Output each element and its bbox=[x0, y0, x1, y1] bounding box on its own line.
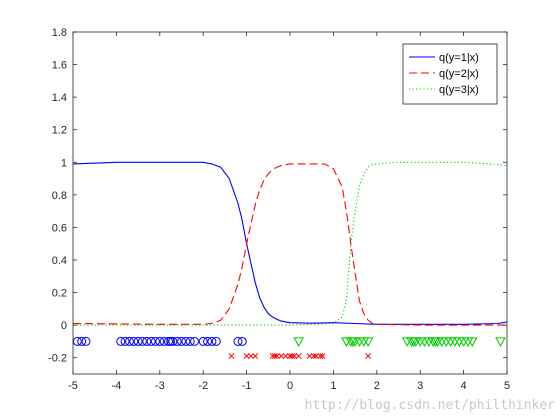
x-point bbox=[317, 353, 324, 360]
circle-point bbox=[129, 336, 139, 346]
x-tick-label: -2 bbox=[198, 380, 208, 392]
x-point bbox=[289, 353, 296, 360]
y-tick-label: 0.2 bbox=[52, 288, 67, 300]
x-point bbox=[247, 353, 254, 360]
circle-point bbox=[177, 336, 186, 346]
x-tick-label: -1 bbox=[242, 380, 252, 392]
y-tick-label: 1.2 bbox=[52, 125, 67, 137]
y-tick-label: 0.6 bbox=[52, 222, 67, 234]
x-tick-label: 4 bbox=[461, 380, 467, 392]
circle-point bbox=[198, 336, 208, 346]
x-point bbox=[252, 353, 259, 360]
series-line-2 bbox=[72, 163, 507, 326]
triangle-point bbox=[293, 337, 305, 347]
x-tick-label: 3 bbox=[417, 380, 423, 392]
x-point bbox=[295, 353, 302, 360]
x-tick-label: 5 bbox=[504, 380, 510, 392]
x-point bbox=[269, 353, 276, 360]
circle-point bbox=[142, 336, 152, 346]
circle-point bbox=[203, 336, 213, 346]
triangle-point bbox=[466, 337, 478, 347]
y-tick-label: 0 bbox=[61, 320, 67, 332]
x-axis: -5 -4 -3 -2 -1 0 1 2 3 4 5 bbox=[68, 32, 510, 392]
watermark: http://blog.csdn.net/philthinker bbox=[305, 398, 556, 413]
circle-point bbox=[116, 336, 126, 346]
y-axis: -0.2 0 0.2 0.4 0.6 0.8 1 1.2 1.4 1.6 1.8 bbox=[48, 27, 507, 365]
circle-point bbox=[237, 336, 247, 346]
circle-point bbox=[166, 336, 176, 346]
circle-point bbox=[77, 336, 87, 346]
series-line-3 bbox=[73, 161, 508, 326]
circle-point bbox=[207, 336, 217, 346]
series-line-1 bbox=[72, 161, 508, 325]
x-point bbox=[278, 353, 285, 360]
circle-point bbox=[168, 336, 178, 346]
x-point bbox=[319, 353, 326, 360]
curves bbox=[72, 161, 508, 326]
x-tick-label: -4 bbox=[112, 380, 122, 392]
circle-point bbox=[150, 336, 160, 346]
circle-point bbox=[190, 336, 200, 346]
circle-point bbox=[137, 336, 147, 346]
circle-point bbox=[120, 336, 130, 346]
x-point bbox=[313, 353, 319, 360]
x-point bbox=[365, 353, 372, 360]
x-point bbox=[287, 353, 293, 360]
x-point bbox=[243, 353, 250, 360]
x-point bbox=[306, 353, 313, 360]
circle-point bbox=[133, 336, 143, 346]
y-tick-label: 1.8 bbox=[52, 27, 67, 39]
y-tick-label: 1 bbox=[61, 157, 67, 169]
circle-point bbox=[163, 336, 173, 346]
circle-point bbox=[155, 336, 165, 346]
y-tick-label: 1.6 bbox=[52, 60, 67, 72]
x-point bbox=[282, 353, 289, 360]
y-tick-label: 1.4 bbox=[52, 92, 67, 104]
legend-label: q(y=3|x) bbox=[439, 84, 479, 96]
circle-point bbox=[124, 336, 134, 346]
y-tick-label: 0.8 bbox=[52, 190, 67, 202]
x-tick-label: 1 bbox=[330, 380, 336, 392]
triangle-point bbox=[495, 337, 506, 347]
legend-label: q(y=2|x) bbox=[439, 68, 479, 80]
legend: q(y=1|x) q(y=2|x) q(y=3|x) bbox=[402, 43, 498, 105]
circle-point bbox=[185, 336, 195, 346]
circle-point bbox=[233, 336, 243, 346]
x-point bbox=[291, 353, 298, 360]
x-point bbox=[228, 353, 235, 360]
triangle-point bbox=[362, 337, 374, 347]
circle-point bbox=[211, 336, 221, 346]
circle-point bbox=[181, 336, 191, 346]
x-tick-label: 2 bbox=[374, 380, 380, 392]
x-point bbox=[310, 353, 317, 360]
circle-point bbox=[81, 336, 91, 346]
x-tick-label: 0 bbox=[287, 380, 293, 392]
y-tick-label: 0.4 bbox=[52, 255, 67, 267]
y-tick-label: -0.2 bbox=[48, 353, 67, 365]
x-point bbox=[271, 353, 278, 360]
legend-box bbox=[402, 43, 498, 105]
x-point bbox=[274, 353, 280, 360]
legend-label: q(y=1|x) bbox=[439, 52, 479, 64]
scatter-markers bbox=[72, 336, 506, 360]
circle-point bbox=[172, 336, 182, 346]
circle-point bbox=[159, 336, 169, 346]
circle-point bbox=[146, 336, 156, 346]
x-tick-label: -5 bbox=[68, 380, 78, 392]
x-tick-label: -3 bbox=[155, 380, 165, 392]
